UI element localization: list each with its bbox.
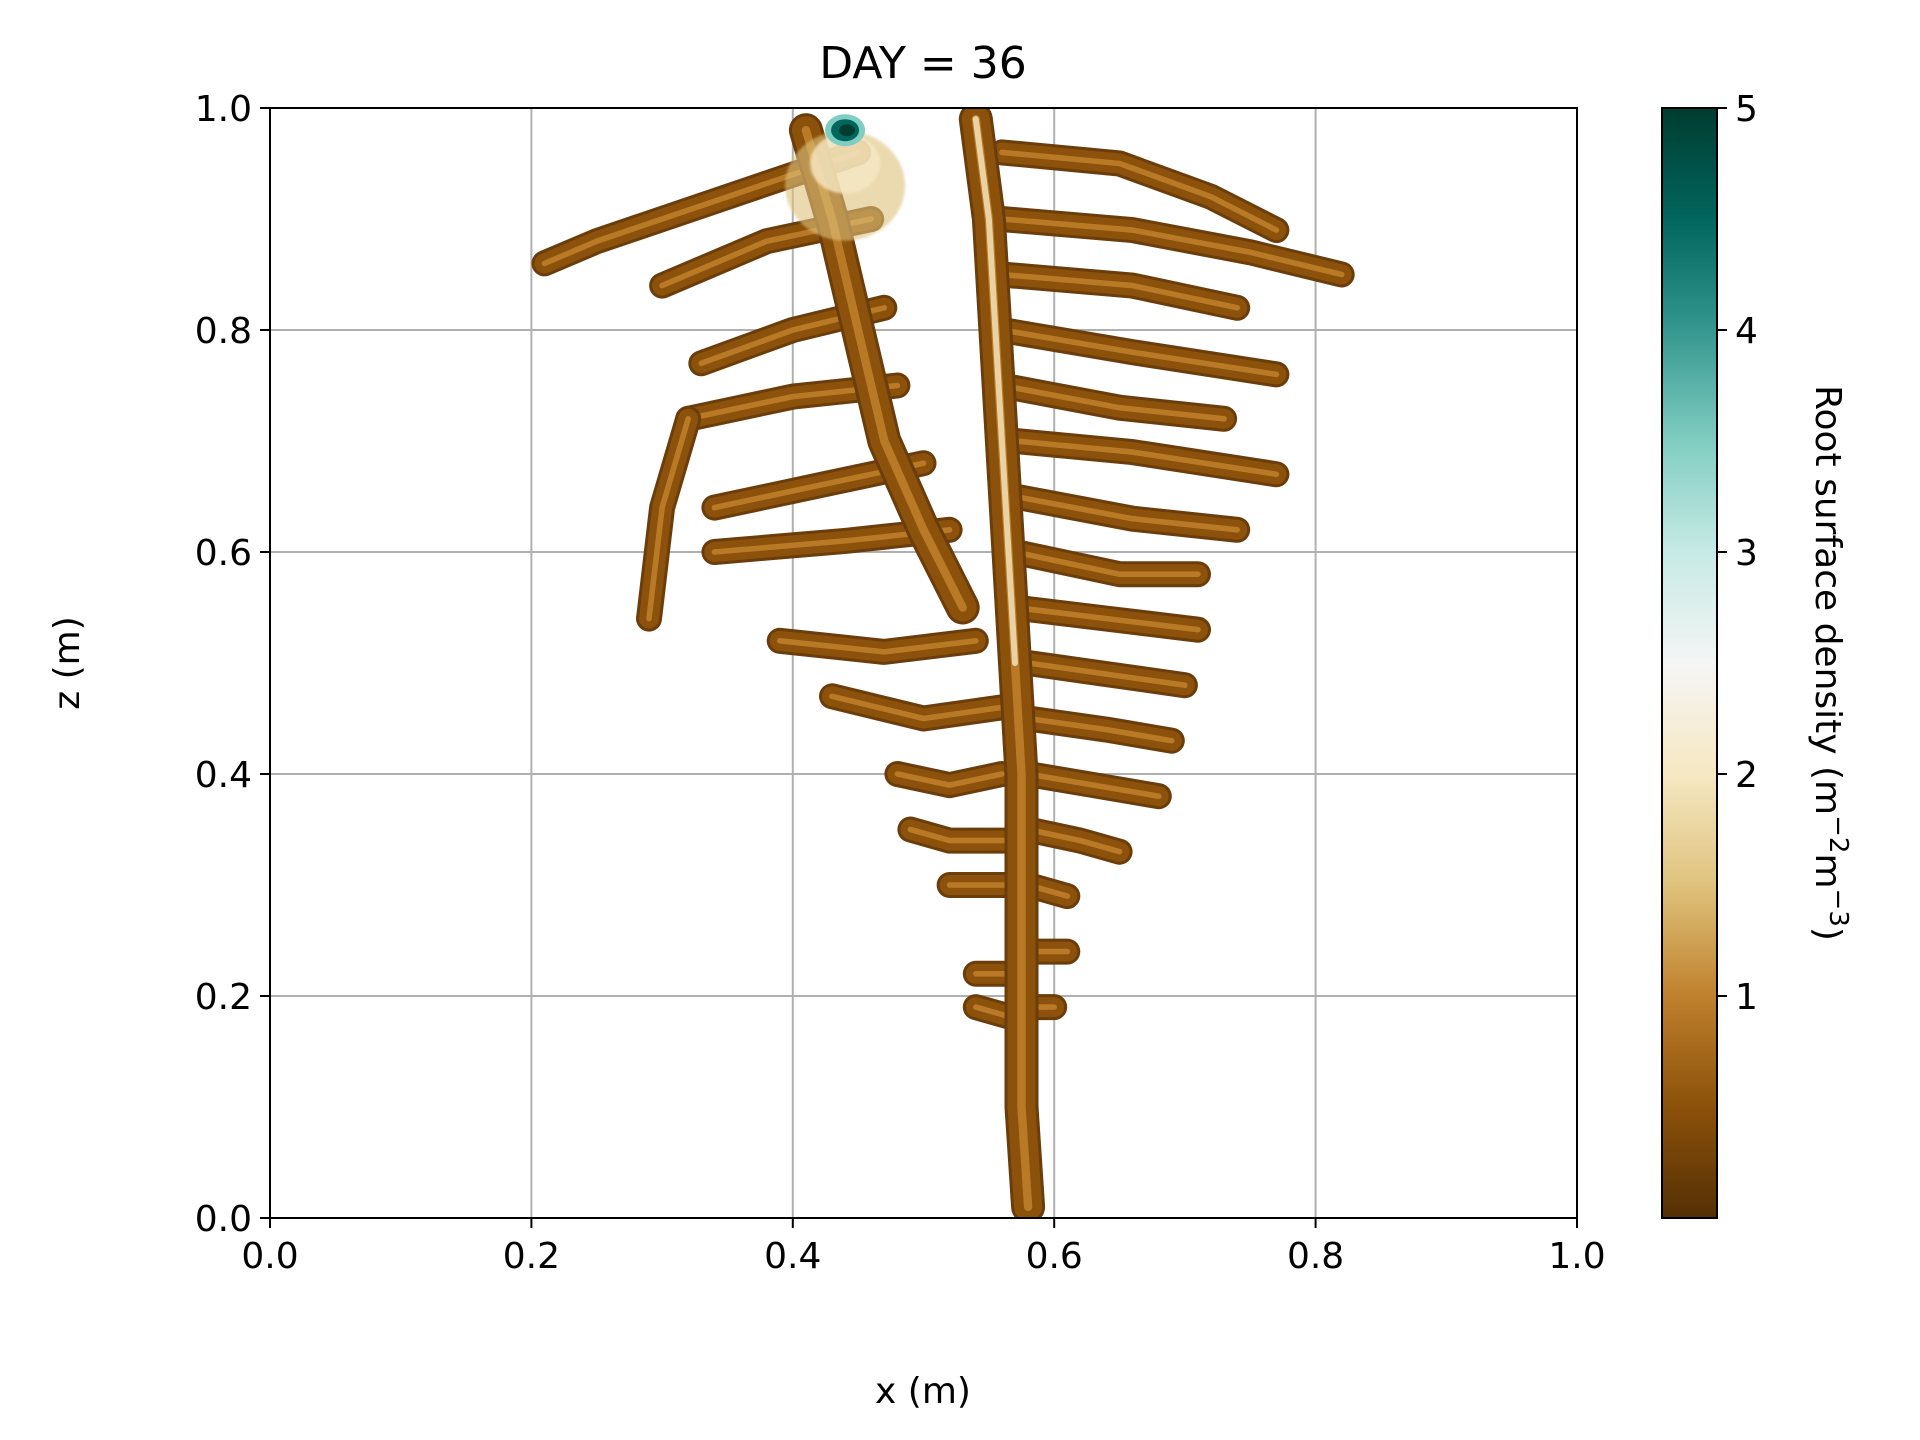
lateral-root-left-highlight (776, 638, 979, 655)
y-axis-ticks: 0.0 0.2 0.4 0.6 0.8 1.0 (195, 89, 270, 1240)
lateral-root-left-highlight (907, 826, 1018, 844)
root-density-field (531, 108, 1355, 1218)
x-axis-ticks: 0.0 0.2 0.4 0.6 0.8 1.0 (241, 1218, 1606, 1277)
lateral-root-right-highlight (999, 149, 1280, 233)
colorbar-ticks: 1 2 3 4 5 (1717, 89, 1758, 1018)
colorbar-tick-label: 1 (1735, 977, 1758, 1018)
lateral-root-right-highlight (999, 216, 1345, 278)
colorbar-label-main: Root surface density (m (1807, 385, 1848, 815)
lateral-root-left-highlight (829, 693, 1005, 722)
crown-peak-density (810, 133, 881, 194)
colorbar-label-mid: m (1807, 853, 1848, 888)
lateral-root-right-highlight (1012, 493, 1240, 533)
colorbar-tick-label: 5 (1735, 89, 1758, 130)
x-tick-label: 0.4 (764, 1236, 821, 1277)
colorbar (1661, 107, 1718, 1219)
colorbar-tick-label: 4 (1735, 311, 1758, 352)
plot-frame (269, 107, 1578, 1219)
lateral-root-right-highlight (1025, 715, 1175, 744)
x-tick-label: 0.6 (1026, 1236, 1083, 1277)
y-tick-label: 1.0 (195, 89, 252, 130)
x-axis-label: x (m) (875, 1371, 971, 1412)
lateral-root-left-highlight (894, 771, 1005, 788)
lateral-root-right-highlight (999, 327, 1280, 378)
colorbar-label-end: ) (1807, 927, 1848, 941)
lateral-root-right-highlight (1025, 660, 1188, 688)
y-tick-label: 0.0 (195, 1199, 252, 1240)
lateral-root-right-highlight (1012, 604, 1201, 633)
colorbar-label-exp1: −2 (1823, 815, 1853, 853)
lateral-root-left-highlight (646, 416, 691, 622)
colorbar-tick-label: 2 (1735, 755, 1758, 796)
y-tick-label: 0.2 (195, 977, 252, 1018)
plot-area (270, 108, 1577, 1218)
x-tick-label: 1.0 (1548, 1236, 1605, 1277)
lateral-root-right-highlight (1025, 771, 1162, 799)
colorbar-tick-label: 3 (1735, 533, 1758, 574)
x-tick-label: 0.8 (1287, 1236, 1344, 1277)
hotspot-core (839, 124, 856, 137)
y-tick-label: 0.4 (195, 755, 252, 796)
y-tick-label: 0.8 (195, 311, 252, 352)
x-tick-label: 0.0 (241, 1236, 298, 1277)
lateral-root-right-highlight (999, 271, 1240, 311)
lateral-root-right-highlight (1012, 549, 1201, 577)
colorbar-label: Root surface density (m−2m−3) (1807, 385, 1853, 941)
y-axis-label: z (m) (47, 616, 88, 710)
x-tick-label: 0.2 (503, 1236, 560, 1277)
y-tick-label: 0.6 (195, 533, 252, 574)
colorbar-label-exp2: −3 (1823, 889, 1853, 927)
taproot-high-density (972, 116, 1018, 666)
chart-title: DAY = 36 (819, 38, 1027, 89)
lateral-root-right-highlight (999, 382, 1227, 422)
lateral-root-right-highlight (1025, 826, 1123, 855)
lateral-root-right-highlight (1012, 438, 1280, 478)
